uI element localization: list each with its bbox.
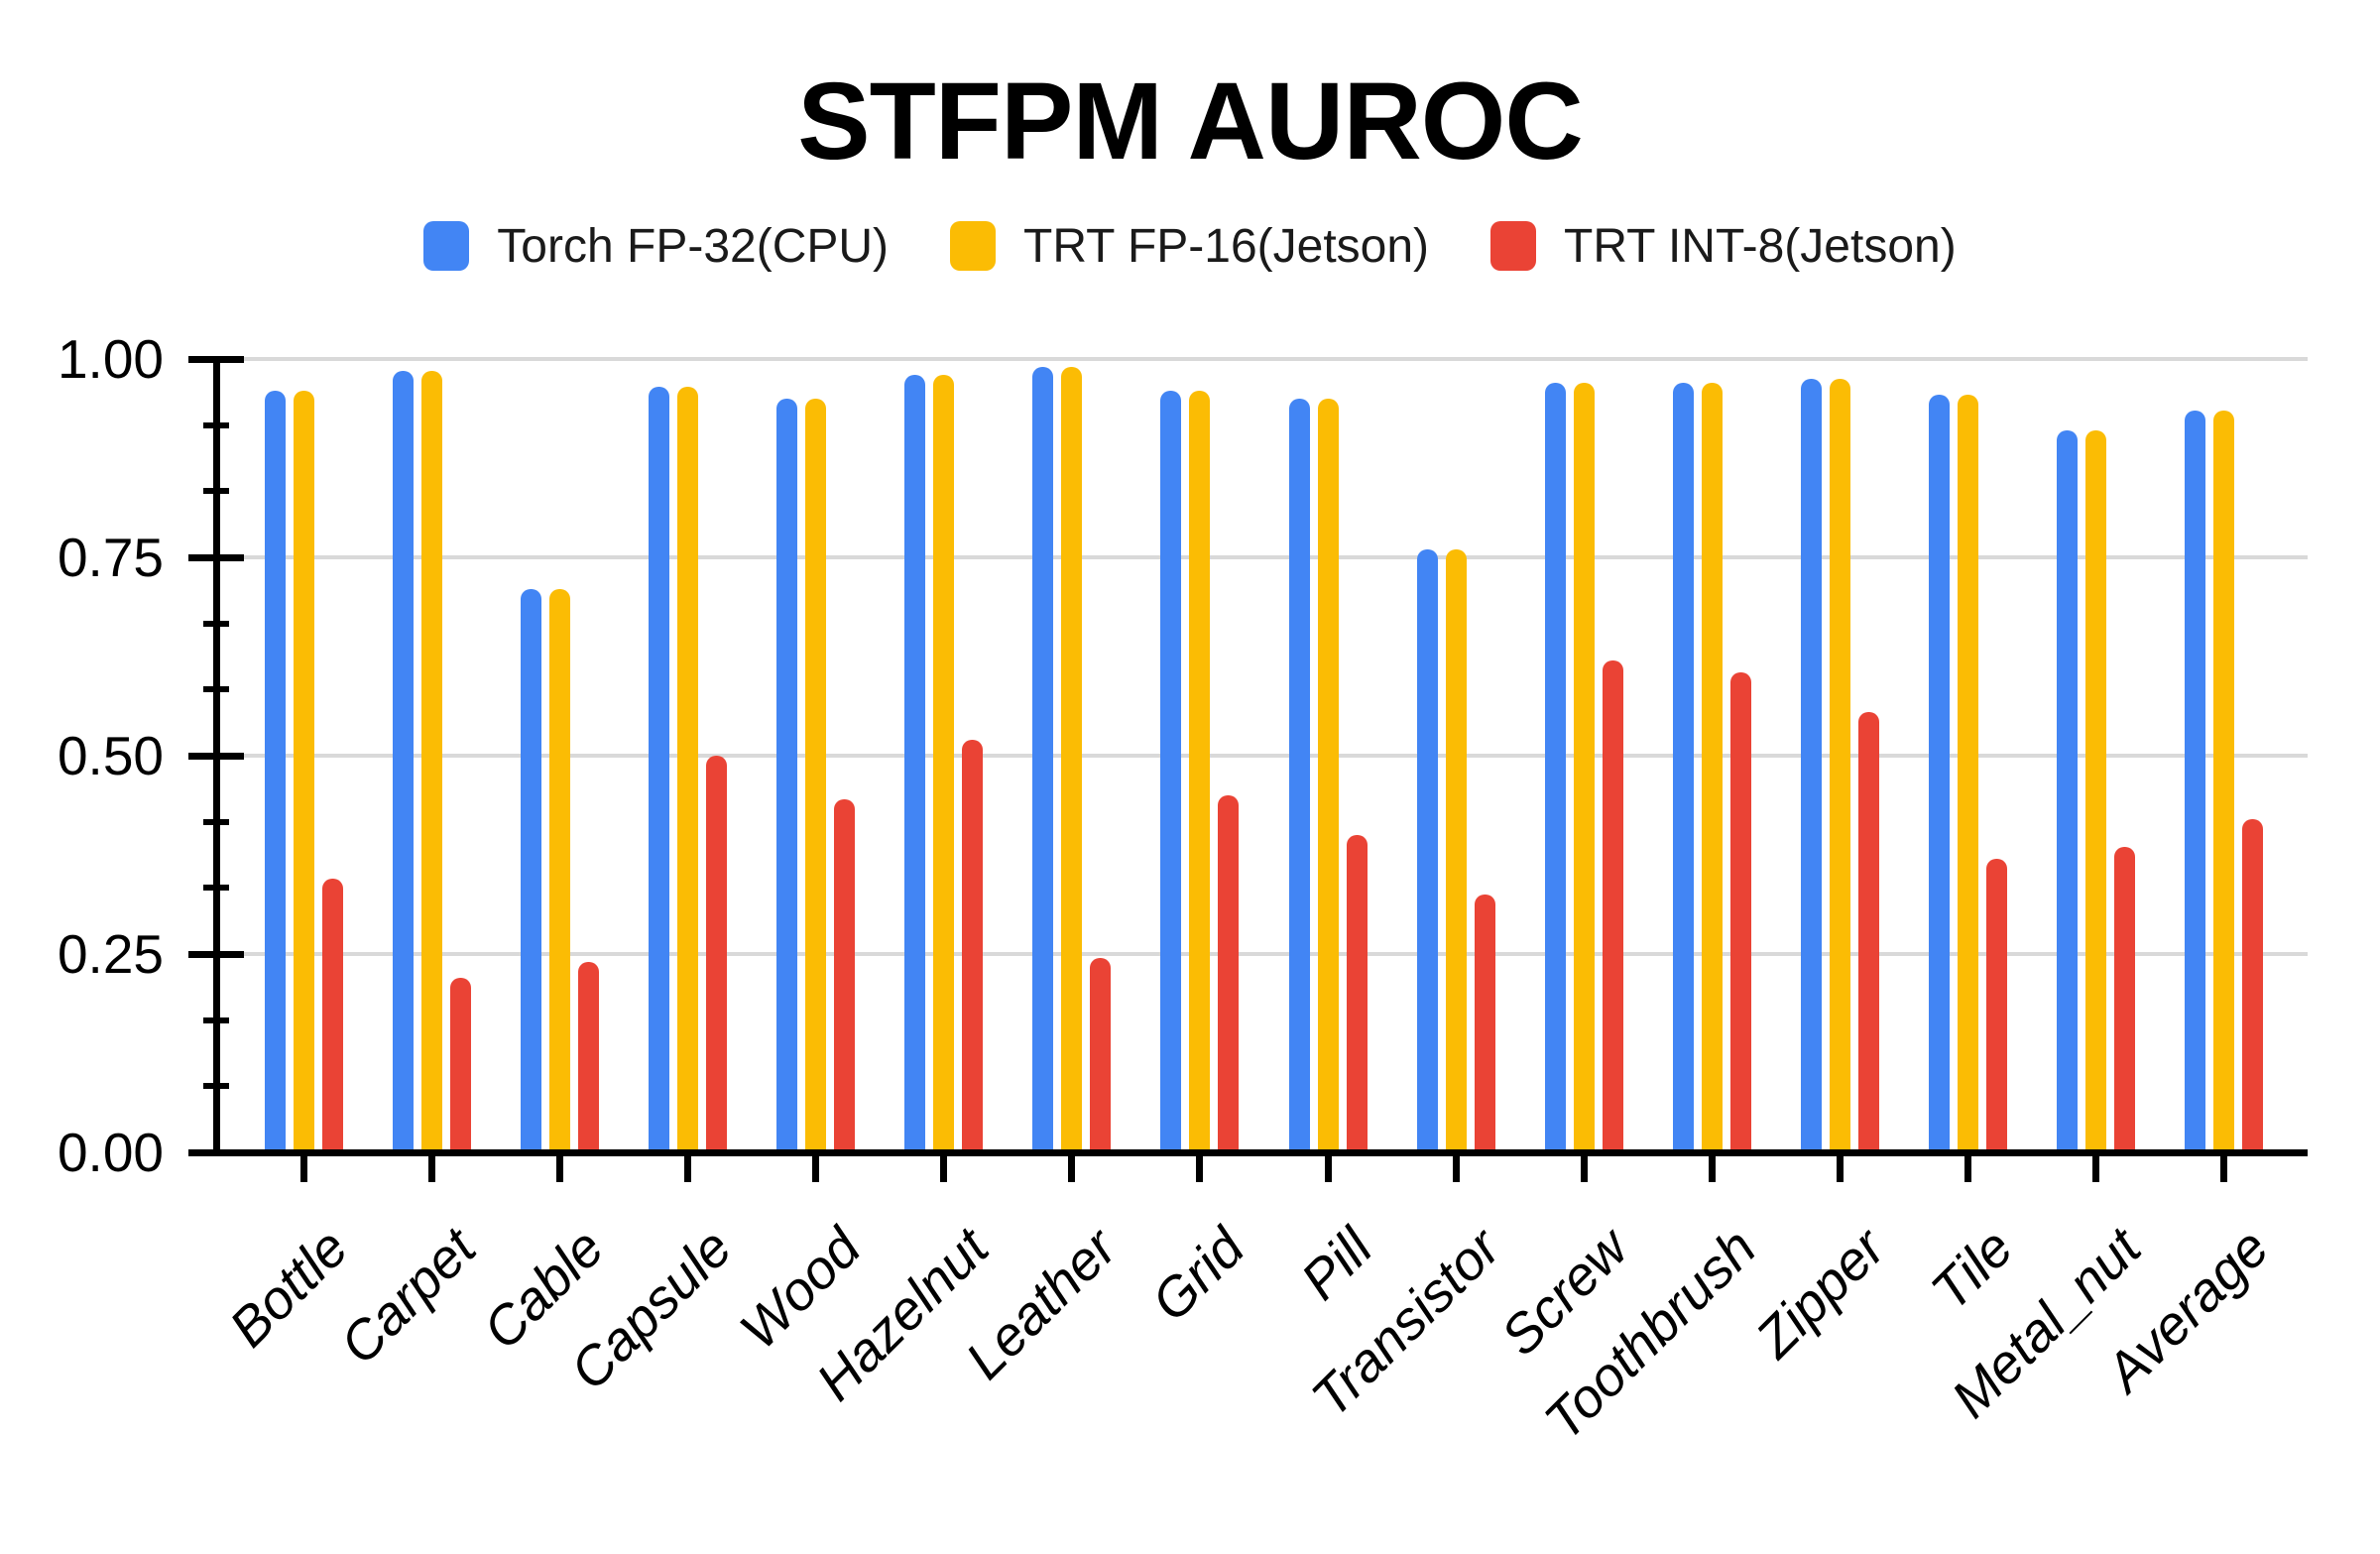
bar-trt-int-8-jetson--transistor bbox=[1474, 895, 1495, 1156]
y-axis-label-0.25: 0.25 bbox=[57, 923, 164, 985]
legend: Torch FP-32(CPU) TRT FP-16(Jetson) TRT I… bbox=[0, 218, 2380, 274]
bar-torch-fp-32-cpu--metal_nut bbox=[2057, 430, 2079, 1156]
legend-label-trt-int8: TRT INT-8(Jetson) bbox=[1564, 219, 1957, 273]
bar-trt-int-8-jetson--pill bbox=[1346, 835, 1368, 1156]
bar-trt-fp-16-jetson--metal_nut bbox=[2085, 430, 2107, 1156]
bar-trt-int-8-jetson--hazelnut bbox=[962, 740, 984, 1156]
y-axis-label-0.50: 0.50 bbox=[57, 725, 164, 786]
x-tick-hazelnut bbox=[940, 1156, 948, 1182]
bar-trt-fp-16-jetson--cable bbox=[548, 589, 570, 1156]
legend-swatch-trt-fp16 bbox=[950, 221, 997, 271]
bar-torch-fp-32-cpu--transistor bbox=[1416, 549, 1438, 1156]
x-tick-zipper bbox=[1837, 1156, 1844, 1182]
bar-trt-int-8-jetson--zipper bbox=[1858, 712, 1880, 1156]
x-tick-metal_nut bbox=[2092, 1156, 2100, 1182]
bar-trt-fp-16-jetson--leather bbox=[1061, 367, 1083, 1156]
legend-item-trt-fp16: TRT FP-16(Jetson) bbox=[950, 219, 1429, 274]
y-major-tick-0.75 bbox=[188, 554, 244, 561]
bar-trt-fp-16-jetson--grid bbox=[1189, 391, 1211, 1156]
bar-torch-fp-32-cpu--wood bbox=[776, 399, 798, 1156]
bar-torch-fp-32-cpu--leather bbox=[1032, 367, 1054, 1156]
bar-torch-fp-32-cpu--capsule bbox=[648, 387, 669, 1156]
bar-torch-fp-32-cpu--cable bbox=[520, 589, 541, 1156]
gridline-0.25 bbox=[213, 952, 2308, 956]
legend-item-trt-int8: TRT INT-8(Jetson) bbox=[1490, 219, 1957, 274]
bar-trt-fp-16-jetson--transistor bbox=[1445, 549, 1467, 1156]
bar-trt-fp-16-jetson--bottle bbox=[293, 391, 314, 1156]
y-axis-label-0.75: 0.75 bbox=[57, 527, 164, 588]
x-axis-line bbox=[213, 1149, 2308, 1156]
bar-trt-int-8-jetson--metal_nut bbox=[2114, 847, 2136, 1156]
legend-swatch-trt-int8 bbox=[1490, 221, 1537, 271]
bar-trt-fp-16-jetson--wood bbox=[805, 399, 827, 1156]
bar-trt-fp-16-jetson--zipper bbox=[1830, 379, 1851, 1156]
bar-trt-int-8-jetson--cable bbox=[577, 962, 599, 1156]
bar-trt-int-8-jetson--screw bbox=[1602, 660, 1623, 1156]
gridline-0.75 bbox=[213, 555, 2308, 559]
bar-trt-fp-16-jetson--average bbox=[2213, 411, 2235, 1156]
legend-label-torch-fp32: Torch FP-32(CPU) bbox=[497, 219, 890, 273]
gridline-0.50 bbox=[213, 754, 2308, 758]
chart-title: STFPM AUROC bbox=[797, 60, 1584, 182]
bar-trt-int-8-jetson--grid bbox=[1218, 795, 1240, 1156]
bar-torch-fp-32-cpu--average bbox=[2185, 411, 2206, 1156]
bar-torch-fp-32-cpu--tile bbox=[1929, 395, 1951, 1156]
bar-torch-fp-32-cpu--bottle bbox=[264, 391, 286, 1156]
x-tick-screw bbox=[1580, 1156, 1588, 1182]
bar-trt-int-8-jetson--bottle bbox=[321, 879, 343, 1156]
legend-label-trt-fp16: TRT FP-16(Jetson) bbox=[1023, 219, 1430, 273]
y-minor-tick bbox=[203, 885, 229, 892]
bar-trt-fp-16-jetson--pill bbox=[1317, 399, 1339, 1156]
bar-trt-fp-16-jetson--capsule bbox=[676, 387, 698, 1156]
bar-torch-fp-32-cpu--pill bbox=[1288, 399, 1310, 1156]
y-major-tick-0.50 bbox=[188, 753, 244, 760]
bar-trt-int-8-jetson--capsule bbox=[705, 756, 727, 1156]
y-minor-tick bbox=[203, 1016, 229, 1023]
bar-trt-fp-16-jetson--screw bbox=[1573, 383, 1595, 1156]
y-axis-label-0.00: 0.00 bbox=[57, 1122, 164, 1183]
x-tick-grid bbox=[1196, 1156, 1204, 1182]
y-major-tick-0.25 bbox=[188, 951, 244, 958]
y-minor-tick bbox=[203, 620, 229, 627]
bar-trt-int-8-jetson--leather bbox=[1090, 958, 1112, 1156]
x-tick-pill bbox=[1324, 1156, 1332, 1182]
x-tick-capsule bbox=[683, 1156, 691, 1182]
y-axis-label-1.00: 1.00 bbox=[57, 328, 164, 390]
bar-trt-int-8-jetson--wood bbox=[834, 799, 856, 1156]
x-tick-bottle bbox=[299, 1156, 307, 1182]
bar-trt-fp-16-jetson--carpet bbox=[420, 371, 442, 1156]
gridline-1.00 bbox=[213, 357, 2308, 361]
x-tick-leather bbox=[1068, 1156, 1076, 1182]
y-minor-tick bbox=[203, 686, 229, 693]
y-minor-tick bbox=[203, 1083, 229, 1090]
x-tick-wood bbox=[812, 1156, 820, 1182]
x-tick-tile bbox=[1964, 1156, 1972, 1182]
bar-trt-fp-16-jetson--toothbrush bbox=[1701, 383, 1723, 1156]
x-tick-carpet bbox=[427, 1156, 435, 1182]
bar-torch-fp-32-cpu--hazelnut bbox=[904, 375, 926, 1156]
x-tick-toothbrush bbox=[1708, 1156, 1716, 1182]
y-minor-tick bbox=[203, 488, 229, 495]
legend-item-torch-fp32: Torch FP-32(CPU) bbox=[423, 219, 889, 274]
x-tick-cable bbox=[555, 1156, 563, 1182]
bar-torch-fp-32-cpu--grid bbox=[1160, 391, 1182, 1156]
bar-trt-int-8-jetson--tile bbox=[1986, 859, 2008, 1156]
legend-swatch-torch-fp32 bbox=[423, 221, 470, 271]
y-major-tick-1.00 bbox=[188, 356, 244, 363]
bar-torch-fp-32-cpu--carpet bbox=[392, 371, 414, 1156]
bar-trt-fp-16-jetson--hazelnut bbox=[933, 375, 955, 1156]
bar-trt-fp-16-jetson--tile bbox=[1958, 395, 1979, 1156]
y-minor-tick bbox=[203, 421, 229, 428]
x-tick-average bbox=[2220, 1156, 2228, 1182]
bar-chart-plot-area: 1.00 0.75 0.50 0.25 0.00 Bottle Carpet Cable Cap… bbox=[57, 328, 2308, 1452]
bar-trt-int-8-jetson--average bbox=[2242, 819, 2264, 1156]
bar-trt-int-8-jetson--carpet bbox=[449, 978, 471, 1156]
bar-trt-int-8-jetson--toothbrush bbox=[1729, 672, 1751, 1156]
bar-torch-fp-32-cpu--zipper bbox=[1801, 379, 1823, 1156]
bar-torch-fp-32-cpu--toothbrush bbox=[1672, 383, 1694, 1156]
bar-torch-fp-32-cpu--screw bbox=[1544, 383, 1566, 1156]
x-tick-transistor bbox=[1452, 1156, 1460, 1182]
y-minor-tick bbox=[203, 818, 229, 825]
